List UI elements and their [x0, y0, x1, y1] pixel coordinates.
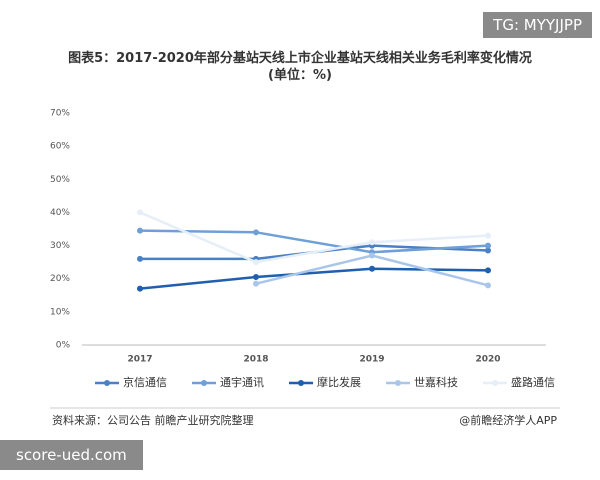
legend-label: 京信通信 [123, 375, 167, 389]
credit: @前瞻经济学人APP [459, 413, 557, 427]
y-tick-label: 0% [56, 341, 71, 351]
data-point [137, 255, 143, 262]
data-point [485, 232, 491, 239]
legend-label: 盛路通信 [511, 375, 555, 389]
series-line [139, 211, 489, 264]
y-tick-label: 10% [50, 307, 70, 317]
data-point [137, 209, 143, 216]
data-point [485, 267, 491, 274]
legend-marker [395, 380, 401, 386]
source: 资料来源：公司公告 前瞻产业研究院整理 [52, 413, 254, 427]
data-point [369, 239, 375, 246]
y-tick-label: 50% [50, 175, 70, 185]
y-tick-label: 60% [50, 142, 70, 152]
legend-label: 摩比发展 [317, 375, 361, 389]
data-point [369, 265, 375, 272]
data-point [369, 252, 375, 259]
legend-marker [298, 380, 304, 386]
data-point [253, 229, 259, 236]
data-point [485, 282, 491, 289]
legend-label: 通宇通讯 [220, 376, 264, 389]
data-point [485, 242, 491, 249]
x-tick-label: 2020 [475, 355, 500, 365]
data-point [137, 227, 143, 234]
y-tick-label: 70% [50, 109, 70, 119]
data-point [253, 280, 259, 287]
x-tick-label: 2017 [127, 355, 152, 365]
y-tick-label: 20% [50, 274, 70, 284]
y-tick-label: 30% [50, 241, 70, 251]
legend-marker [201, 380, 207, 386]
legend-marker [492, 380, 498, 386]
x-tick-label: 2018 [243, 355, 268, 365]
data-point [253, 259, 259, 266]
series-line [139, 229, 489, 254]
y-tick-label: 40% [50, 208, 70, 218]
x-tick-label: 2019 [359, 355, 384, 365]
data-point [485, 247, 491, 254]
data-point [253, 274, 259, 281]
legend-label: 世嘉科技 [414, 375, 458, 389]
data-point [137, 285, 143, 292]
legend-marker [104, 380, 110, 386]
badge: TG: MYYJJPP [483, 12, 592, 38]
chart-title: 图表5：2017-2020年部分基站天线上市企业基站天线相关业务毛利率变化情况(… [68, 51, 532, 83]
badge: score-ued.com [0, 440, 143, 470]
